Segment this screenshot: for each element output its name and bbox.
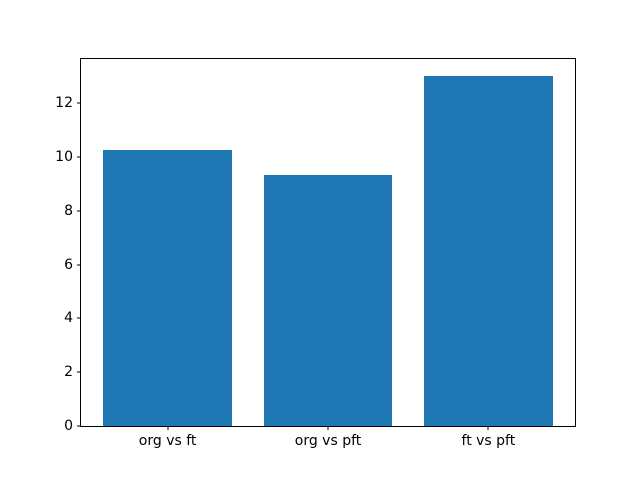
x-tick-label: org vs pft [294,433,362,449]
y-tick-mark [77,264,81,266]
y-tick-mark [77,425,81,427]
y-tick-label: 4 [64,310,73,327]
y-tick-label: 10 [55,149,73,166]
bar [424,76,553,426]
y-tick-mark [77,102,81,104]
y-tick-mark [77,156,81,158]
y-tick-label: 0 [64,418,73,434]
y-tick-mark [77,371,81,373]
y-tick-label: 2 [64,364,73,381]
y-tick-mark [77,210,81,212]
bar [103,150,232,426]
x-tick-mark [327,426,329,430]
y-tick-label: 12 [55,95,73,112]
bar [263,175,393,426]
y-tick-mark [77,317,81,319]
y-tick-label: 6 [64,256,73,273]
x-tick-mark [487,426,489,430]
x-tick-label: org vs ft [138,433,197,449]
plot-area: 0 2 4 6 8 10 12 org vs ft org vs pft ft vs pft [55,58,576,448]
x-tick-label: ft vs pft [461,433,516,449]
x-tick-mark [167,426,169,430]
y-tick-label: 8 [64,202,73,219]
